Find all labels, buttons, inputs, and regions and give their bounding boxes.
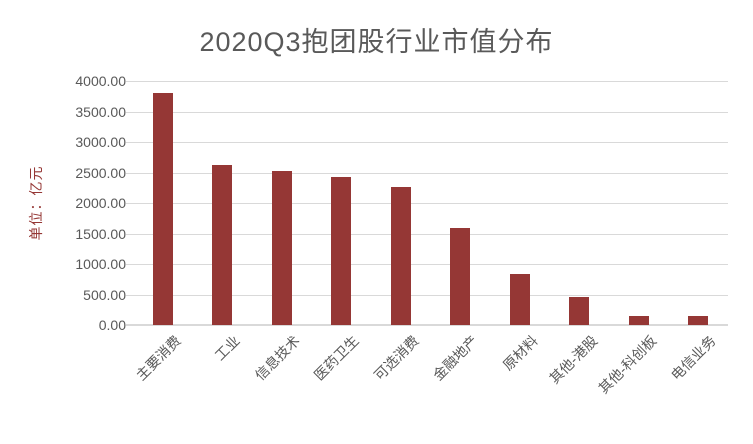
- gridline: [133, 111, 728, 113]
- bar: [509, 273, 530, 325]
- gridline: [133, 81, 728, 82]
- x-axis-label: 电信业务: [668, 332, 719, 384]
- y-axis-tick-mark: [126, 142, 133, 143]
- bar: [271, 170, 292, 325]
- y-axis-tick-mark: [126, 264, 133, 265]
- x-axis-label: 其他-港股: [545, 332, 600, 387]
- gridline: [133, 203, 728, 204]
- x-axis-label: 其他-科创板: [595, 332, 660, 397]
- y-tick-label: 2500.00: [75, 164, 126, 181]
- x-axis-label: 金融地产: [430, 332, 481, 384]
- y-tick-label: 500.00: [83, 286, 126, 303]
- y-tick-label: 3500.00: [75, 103, 126, 120]
- x-axis-label: 信息技术: [251, 332, 303, 384]
- y-axis-tick-mark: [126, 111, 133, 113]
- bar: [569, 296, 590, 325]
- bar: [212, 165, 233, 325]
- gridline: [133, 172, 728, 174]
- y-axis-tick-mark: [126, 203, 133, 204]
- y-tick-label: 0.00: [98, 317, 126, 333]
- plot-area: [126, 81, 728, 326]
- x-axis-line: [126, 324, 728, 326]
- y-tick-label: 1500.00: [75, 225, 126, 242]
- bar: [331, 177, 352, 325]
- bar: [390, 186, 411, 325]
- y-axis-tick-mark: [126, 81, 133, 82]
- y-tick-label: 2000.00: [75, 195, 126, 211]
- x-axis-label: 工业: [211, 332, 243, 364]
- bar: [152, 92, 173, 325]
- x-axis-label: 主要消费: [132, 332, 184, 384]
- y-tick-label: 4000.00: [75, 73, 126, 89]
- y-tick-label: 1000.00: [75, 256, 126, 272]
- gridline: [133, 233, 728, 235]
- x-axis-label: 可选消费: [370, 332, 422, 384]
- chart-title: 2020Q3抱团股行业市值分布: [199, 27, 554, 57]
- bar: [628, 316, 649, 325]
- y-tick-label: 3000.00: [75, 134, 126, 150]
- gridline: [133, 142, 728, 143]
- y-axis-tick-mark: [126, 233, 133, 235]
- gridline: [133, 294, 728, 296]
- bar: [688, 316, 709, 325]
- y-axis-tick-mark: [126, 172, 133, 174]
- x-axis-label: 医药卫生: [311, 332, 362, 384]
- x-axis-label: 原材料: [499, 332, 541, 374]
- bar: [450, 228, 471, 325]
- gridline: [133, 264, 728, 265]
- y-axis-tick-mark: [126, 294, 133, 296]
